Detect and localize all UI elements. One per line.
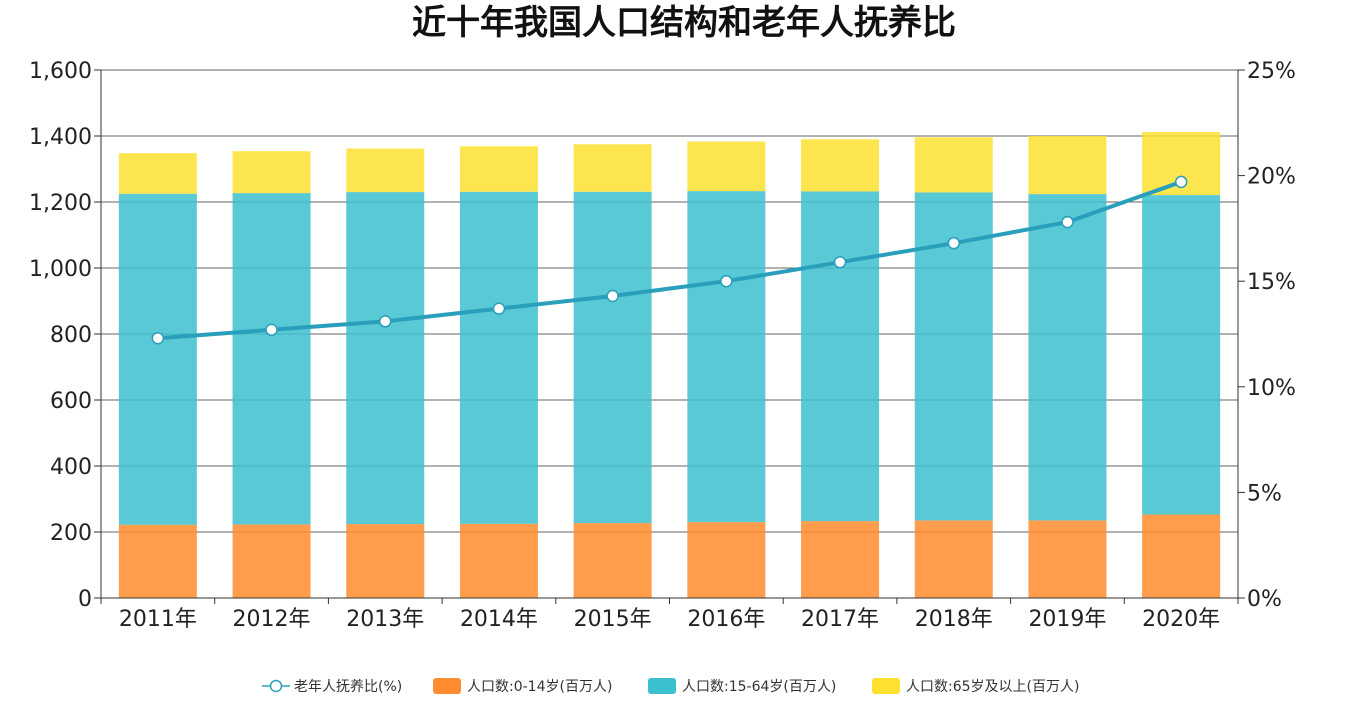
y-right-tick-label: 10%	[1247, 376, 1296, 401]
x-tick-label: 2016年	[687, 607, 765, 632]
bar-segment-3	[1028, 136, 1107, 195]
bar-segment-3	[118, 153, 197, 194]
y-right-tick-label: 0%	[1247, 587, 1282, 612]
y-left-tick-label: 600	[50, 389, 92, 414]
line-series	[151, 175, 1188, 345]
line-point	[492, 302, 506, 315]
x-tick-label: 2011年	[119, 607, 197, 632]
y-left-tick-label: 1,600	[29, 59, 92, 84]
bar-segment-2	[118, 193, 197, 525]
bar-segment-2	[346, 192, 425, 525]
bar-segment-1	[687, 522, 766, 598]
bar-segment-1	[232, 524, 311, 598]
line-point	[1174, 175, 1188, 189]
bar-segment-2	[1028, 194, 1107, 521]
line-point	[606, 289, 619, 303]
bar-segment-1	[346, 524, 425, 598]
bar-segment-2	[687, 191, 766, 523]
y-right-tick-label: 15%	[1247, 270, 1296, 295]
line-point	[720, 274, 733, 288]
line-point	[833, 255, 847, 269]
bar-segment-2	[573, 191, 652, 524]
x-tick-label: 2019年	[1028, 607, 1106, 632]
bar-segment-2	[801, 191, 880, 522]
bar-segment-3	[573, 144, 652, 192]
legend-swatch	[872, 678, 900, 694]
bar-segment-1	[573, 523, 652, 598]
legend-label: 人口数:0-14岁(百万人)	[467, 679, 612, 695]
chart-title: 近十年我国人口结构和老年人抚养比	[412, 3, 956, 43]
y-left-tick-label: 200	[50, 521, 92, 546]
bar-segment-1	[1142, 514, 1221, 598]
line-point	[265, 323, 278, 337]
y-left-tick-label: 1,200	[29, 191, 92, 216]
x-tick-label: 2015年	[574, 607, 652, 632]
bar-segment-3	[914, 137, 993, 193]
y-right-tick-label: 20%	[1247, 165, 1296, 190]
x-tick-label: 2018年	[915, 607, 993, 632]
legend-label: 老年人抚养比(%)	[294, 679, 402, 695]
bar-segment-2	[1142, 195, 1221, 515]
x-tick-label: 2017年	[801, 607, 879, 632]
bar-segment-3	[687, 141, 766, 192]
bar-segment-2	[459, 191, 538, 524]
x-tick-label: 2014年	[460, 607, 538, 632]
bar-segment-3	[459, 146, 538, 192]
bar-segment-2	[232, 193, 311, 525]
y-right-tick-label: 25%	[1247, 59, 1296, 84]
legend-marker	[269, 679, 283, 693]
y-left-tick-label: 1,000	[29, 257, 92, 282]
bar-segment-1	[118, 524, 197, 598]
bar-segment-3	[346, 148, 425, 193]
y-left-tick-label: 400	[50, 455, 92, 480]
legend-label: 人口数:65岁及以上(百万人)	[906, 679, 1079, 695]
bars	[118, 132, 1221, 598]
axes: 0 200 400 600 800 1,000 1,200 1,400 1,600 0% 5% 10%…	[29, 59, 1296, 632]
bar-segment-1	[801, 521, 880, 598]
x-tick-label: 2020年	[1142, 607, 1220, 632]
line-point	[947, 236, 960, 250]
legend-swatch	[433, 678, 461, 694]
legend: 老年人抚养比(%) 人口数:0-14岁(百万人) 人口数:15-64岁(百万人) 人口…	[262, 678, 1079, 695]
bar-segment-3	[232, 151, 311, 194]
x-tick-label: 2012年	[233, 607, 311, 632]
bar-segment-1	[1028, 520, 1107, 598]
y-left-tick-label: 800	[50, 323, 92, 348]
legend-label: 人口数:15-64岁(百万人)	[682, 679, 836, 695]
y-left-tick-label: 0	[78, 587, 92, 612]
line-series-path	[157, 180, 1182, 341]
legend-swatch	[648, 678, 676, 694]
bar-segment-1	[459, 523, 538, 598]
y-right-tick-label: 5%	[1247, 481, 1282, 506]
x-tick-label: 2013年	[346, 607, 424, 632]
line-point	[1061, 215, 1074, 229]
bar-segment-1	[914, 520, 993, 598]
bar-segment-3	[801, 139, 880, 192]
line-point	[379, 315, 392, 328]
y-left-tick-label: 1,400	[29, 125, 92, 150]
line-point	[151, 331, 165, 345]
